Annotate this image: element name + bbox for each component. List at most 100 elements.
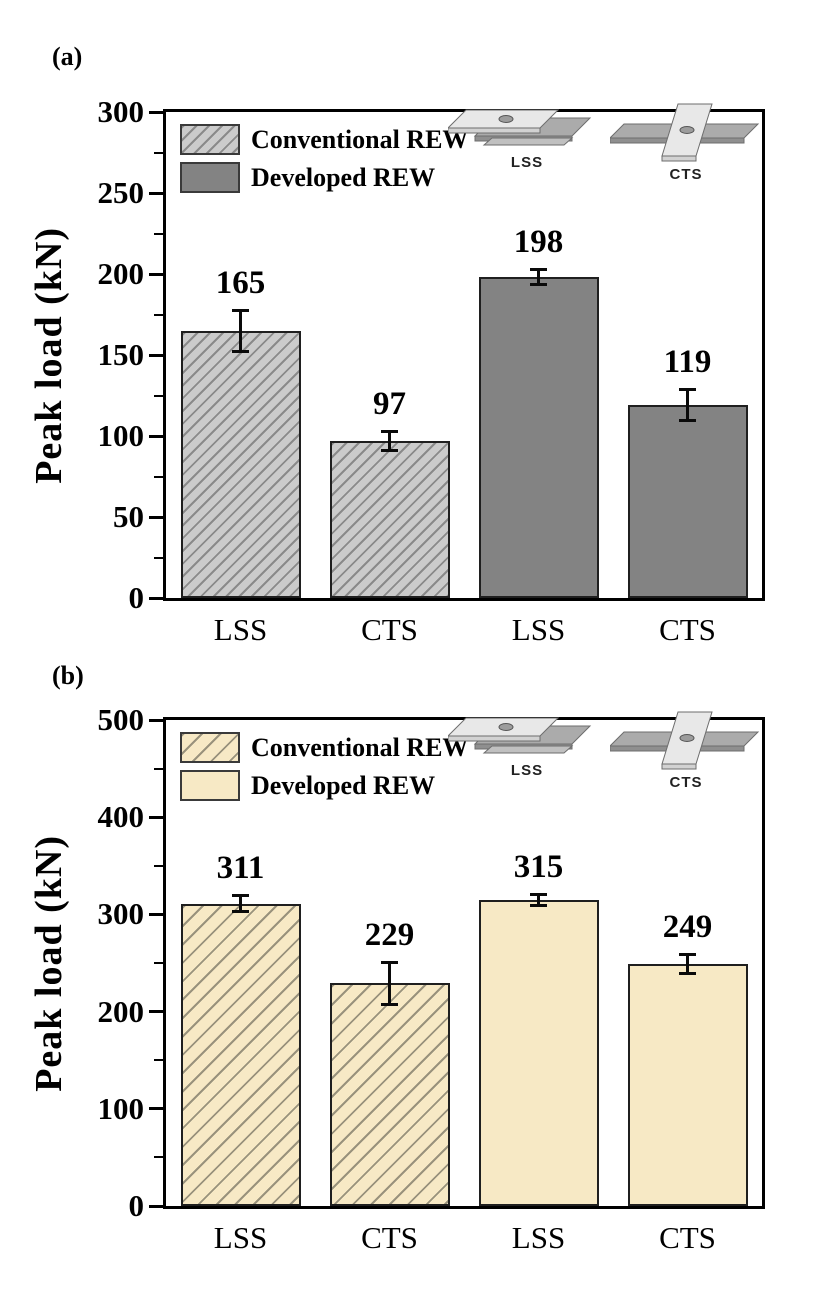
bar-value-label: 311 (216, 849, 265, 886)
y-tick-minor (154, 475, 163, 478)
lss-diagram (448, 717, 592, 754)
y-tick-major (149, 1204, 163, 1208)
lss-specimen: LSS (448, 706, 606, 791)
error-bar-line (686, 389, 689, 422)
bar-value-label: 198 (513, 224, 564, 261)
y-tick-minor (154, 864, 163, 867)
y-tick-minor (154, 556, 163, 559)
x-tick-label: LSS (511, 612, 566, 647)
cts-diagram (610, 711, 760, 770)
bar (627, 963, 748, 1206)
error-bar-cap-top (530, 268, 547, 272)
legend-swatch-solid (180, 162, 240, 193)
plot-area: Conventional REW Developed REW LSS (98, 95, 765, 647)
bar-value-label: 119 (663, 344, 712, 381)
y-tick-major (149, 515, 163, 519)
error-bar-cap-bottom (381, 1002, 398, 1006)
legend-row-conventional: Conventional REW (180, 732, 468, 763)
legend-swatch-hatched (180, 732, 240, 763)
y-tick-minor (154, 151, 163, 154)
y-tick-label: 0 (128, 580, 145, 615)
y-tick-major (149, 272, 163, 276)
error-bar-cap-top (679, 953, 696, 957)
error-bar-line (537, 269, 540, 286)
legend: Conventional REW Developed REW (180, 732, 468, 808)
panel-b-tag: (b) (52, 661, 84, 690)
y-tick-minor (154, 1156, 163, 1159)
error-bar-cap-bottom (679, 419, 696, 423)
y-axis-title: Peak load (kN) (28, 226, 70, 484)
y-tick-minor (154, 394, 163, 397)
legend: Conventional REW Developed REW (180, 124, 468, 200)
error-bar-cap-bottom (381, 448, 398, 452)
y-tick-label: 300 (97, 896, 145, 932)
y-tick-label: 200 (97, 256, 145, 291)
x-tick-label: CTS (361, 1220, 418, 1255)
y-tick-major (149, 596, 163, 600)
bar (478, 277, 599, 598)
lss-label: LSS (510, 762, 544, 779)
legend-label: Developed REW (251, 162, 436, 192)
x-tick-label: LSS (213, 1220, 268, 1255)
bar (180, 330, 301, 598)
bar (180, 903, 301, 1206)
plot-area: Conventional REW Developed REW LSS (98, 703, 765, 1255)
y-tick-major (149, 1107, 163, 1111)
bar (329, 983, 450, 1206)
lss-diagram (448, 109, 592, 146)
legend-row-developed: Developed REW (180, 770, 468, 801)
x-tick-label: CTS (361, 612, 418, 647)
x-tick-label: CTS (659, 612, 716, 647)
legend-swatch-solid (180, 770, 240, 801)
error-bar-cap-bottom (679, 971, 696, 975)
y-tick-minor (154, 232, 163, 235)
y-tick-label: 100 (97, 1090, 145, 1126)
legend-label: Conventional REW (251, 124, 469, 154)
error-bar-cap-bottom (232, 910, 249, 914)
y-tick-label: 400 (97, 799, 145, 835)
error-bar-cap-bottom (530, 283, 547, 287)
error-bar-line (537, 893, 540, 906)
bar-value-label: 165 (215, 264, 266, 301)
panel-b: (b) Peak load (kN) Conventional REW Deve… (0, 655, 826, 1300)
x-tick-label: CTS (659, 1220, 716, 1255)
error-bar-line (388, 962, 391, 1005)
bar (329, 440, 450, 598)
lss-label: LSS (510, 154, 544, 171)
x-tick-label: LSS (511, 1220, 566, 1255)
error-bar-line (239, 894, 242, 913)
legend-row-developed: Developed REW (180, 162, 468, 193)
y-tick-major (149, 815, 163, 819)
y-tick-major (149, 718, 163, 722)
y-tick-label: 250 (97, 175, 145, 210)
y-tick-major (149, 912, 163, 916)
legend-row-conventional: Conventional REW (180, 124, 468, 155)
bar-value-label: 315 (513, 848, 564, 885)
panel-a: (a) Peak load (kN) Conventional REW Deve… (28, 42, 765, 647)
legend-label: Conventional REW (251, 732, 469, 762)
specimen-inset: LSS CTS (448, 98, 762, 183)
y-axis-title: Peak load (kN) (28, 834, 70, 1092)
cts-label: CTS (669, 774, 703, 791)
y-tick-label: 300 (97, 94, 145, 129)
bar (478, 899, 599, 1206)
y-tick-minor (154, 1059, 163, 1062)
error-bar-cap-top (381, 430, 398, 434)
legend-swatch-hatched (180, 124, 240, 155)
bar-value-label: 249 (662, 909, 713, 946)
y-tick-major (149, 353, 163, 357)
y-tick-major (149, 191, 163, 195)
y-tick-label: 50 (113, 499, 144, 534)
panel-a-tag: (a) (52, 42, 83, 71)
error-bar-cap-top (381, 961, 398, 965)
cts-label: CTS (669, 166, 703, 183)
cts-diagram (610, 103, 760, 162)
error-bar-cap-top (232, 893, 249, 897)
error-bar-line (388, 431, 391, 451)
error-bar-line (239, 309, 242, 352)
bar (627, 405, 748, 598)
y-tick-minor (154, 767, 163, 770)
y-tick-major (149, 434, 163, 438)
y-tick-label: 500 (97, 702, 145, 737)
